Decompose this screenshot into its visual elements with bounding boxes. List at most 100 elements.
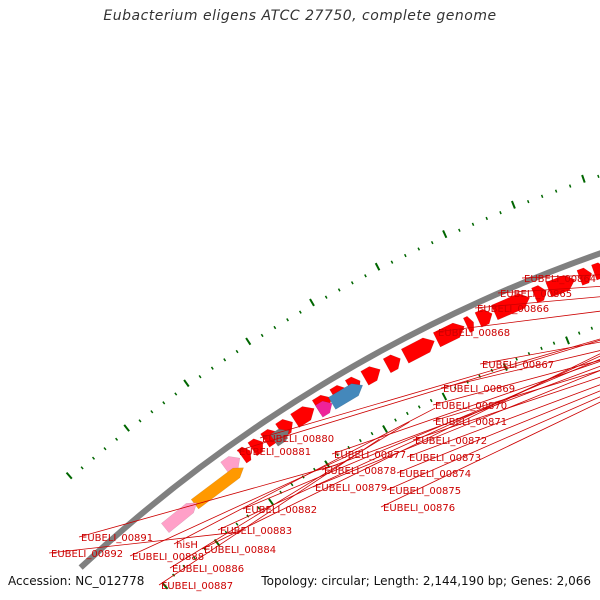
- scale-tick: [471, 222, 475, 226]
- scale-tick: [245, 337, 252, 346]
- gene-label: EUBELI_00881: [239, 447, 311, 458]
- inner-scale-tick: [417, 405, 421, 409]
- gene-label-leader: [432, 370, 600, 422]
- inner-scale-tick: [290, 482, 294, 487]
- magenta-gene-arrow: [314, 400, 333, 418]
- gene-label: EUBELI_00892: [51, 549, 123, 560]
- inner-scale-tick: [577, 331, 581, 335]
- pink-gene-arrow: [160, 502, 198, 534]
- scale-tick: [123, 424, 130, 432]
- scale-tick: [404, 253, 407, 258]
- gene-label-leader: [432, 359, 600, 406]
- gene-label: EUBELI_00872: [415, 436, 487, 447]
- genome-summary-text: Topology: circular; Length: 2,144,190 bp…: [261, 574, 591, 588]
- accession-text: Accession: NC_012778: [8, 574, 145, 588]
- gene-label: EUBELI_00880: [262, 434, 334, 445]
- inner-scale-tick: [540, 346, 543, 351]
- inner-scale-tick: [161, 582, 169, 590]
- inner-scale-tick: [235, 522, 239, 526]
- gene-label: hisH: [176, 540, 198, 551]
- gene-label: EUBELI_00886: [172, 564, 244, 575]
- gene-label: EUBELI_00883: [220, 526, 292, 537]
- scale-tick: [499, 211, 502, 215]
- scale-tick: [260, 333, 264, 338]
- gene-label-leader: [474, 296, 600, 309]
- inner-scale-tick: [590, 326, 594, 330]
- scale-tick: [485, 216, 489, 221]
- gene-label-leader: [380, 401, 600, 508]
- forward-gene-arrow: [545, 275, 576, 298]
- scale-tick: [390, 260, 394, 264]
- inner-scale-tick: [192, 556, 196, 560]
- forward-gene-arrow: [474, 308, 493, 328]
- scale-tick: [540, 194, 544, 198]
- scale-tick: [364, 274, 367, 278]
- forward-gene-arrow: [247, 438, 264, 457]
- inner-scale-tick: [552, 341, 556, 345]
- scale-tick: [442, 230, 448, 239]
- gene-label: EUBELI_00874: [399, 469, 471, 480]
- inner-scale-tick: [515, 357, 518, 361]
- scale-tick: [417, 247, 421, 251]
- gene-label: EUBELI_00864: [524, 274, 596, 285]
- gene-label: EUBELI_00888: [132, 552, 204, 563]
- gene-label-leader: [386, 396, 600, 491]
- inner-scale-tick: [370, 431, 374, 436]
- gene-label-leader: [217, 355, 600, 531]
- scale-tick: [115, 437, 119, 441]
- scale-tick: [309, 298, 315, 307]
- gene-label-leader: [201, 353, 600, 550]
- scale-tick: [65, 471, 73, 480]
- forward-gene-arrow: [290, 406, 315, 428]
- gene-label: EUBELI_00865: [500, 289, 572, 300]
- inner-scale-tick: [394, 418, 397, 422]
- scale-tick: [273, 325, 277, 330]
- scale-tick: [350, 281, 354, 285]
- gene-label-leader: [440, 350, 600, 389]
- gene-label: EUBELI_00879: [315, 483, 387, 494]
- gene-label: EUBELI_00884: [204, 545, 276, 556]
- forward-gene-arrow: [462, 315, 475, 333]
- inner-scale-tick: [347, 445, 351, 450]
- scale-tick: [511, 200, 516, 209]
- gene-label: EUBELI_00870: [435, 401, 507, 412]
- gene-label: EUBELI_00868: [438, 328, 510, 339]
- scale-tick: [430, 240, 434, 245]
- scale-tick: [597, 174, 600, 179]
- scale-tick: [526, 199, 530, 204]
- scale-tick: [554, 189, 558, 193]
- scale-tick: [150, 410, 154, 414]
- inner-scale-tick: [257, 506, 261, 510]
- scale-tick: [298, 310, 302, 314]
- gene-label-leader: [396, 390, 600, 474]
- forward-gene-arrow: [576, 267, 592, 286]
- scale-tick: [103, 447, 107, 451]
- scale-tick: [568, 184, 572, 188]
- gene-label: EUBELI_00875: [389, 486, 461, 497]
- gene-label-leader: [48, 531, 242, 554]
- gene-label: EUBELI_00869: [443, 384, 515, 395]
- gene-label-leader: [158, 438, 380, 586]
- forward-gene-arrow: [400, 337, 435, 364]
- inner-scale-tick: [268, 498, 275, 506]
- gene-label-leader: [236, 339, 600, 452]
- genome-title: Eubacterium eligens ATCC 27750, complete…: [103, 8, 497, 24]
- scale-tick: [183, 379, 190, 388]
- inner-scale-tick: [335, 453, 339, 457]
- gene-label-leader: [129, 448, 363, 557]
- gene-label: EUBELI_00887: [161, 581, 233, 592]
- scale-tick: [91, 456, 96, 460]
- forward-gene-arrow: [490, 293, 531, 321]
- scale-tick: [223, 358, 227, 362]
- scale-tick: [374, 262, 381, 271]
- scale-tick: [162, 401, 166, 405]
- inner-scale-tick: [429, 398, 433, 403]
- orange-gene-arrow: [190, 467, 244, 510]
- inner-scale-tick: [405, 411, 409, 416]
- forward-gene-arrow: [591, 262, 600, 281]
- scale-tick: [337, 288, 341, 292]
- gene-label: EUBELI_00876: [383, 503, 455, 514]
- gene-label-leader: [406, 384, 600, 458]
- scale-tick: [198, 375, 202, 379]
- blue-gene-arrow: [328, 383, 364, 410]
